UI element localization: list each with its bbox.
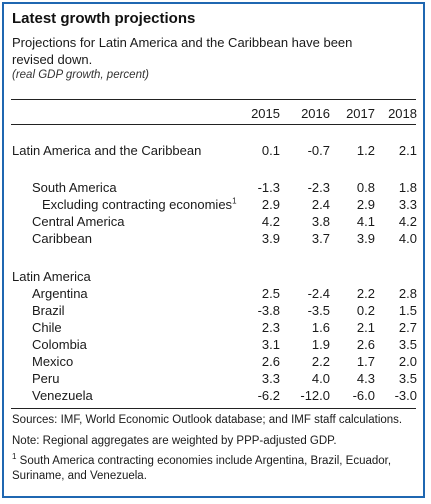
table-row: Brazil -3.8 -3.5 0.2 1.5 — [4, 302, 423, 319]
table-cell: 4.2 — [398, 214, 417, 229]
table-cell: 2.5 — [261, 286, 280, 301]
table-cell: -3.0 — [394, 388, 417, 403]
table-cell: 1.9 — [311, 337, 330, 352]
table-cell: 2.1 — [398, 143, 417, 158]
row-label: Argentina — [32, 286, 88, 301]
table-header-rule — [11, 124, 416, 125]
table-row: Latin America — [4, 268, 423, 285]
table-cell: 3.5 — [398, 337, 417, 352]
table-cell: 1.7 — [356, 354, 375, 369]
table-cell: 2.6 — [261, 354, 280, 369]
row-label: Peru — [32, 371, 60, 386]
table-cell: -0.7 — [307, 143, 330, 158]
footnote-text: South America contracting economies incl… — [12, 455, 392, 482]
table-row: Mexico 2.6 2.2 1.7 2.0 — [4, 353, 423, 370]
table-cell: 0.1 — [261, 143, 280, 158]
row-label: Latin America — [12, 269, 91, 284]
table-row: Excluding contracting economies1 2.9 2.4 2.… — [4, 196, 423, 213]
row-label: Colombia — [32, 337, 87, 352]
table-cell: 4.0 — [311, 371, 330, 386]
table-header-row: 2015 2016 2017 2018 — [4, 105, 423, 122]
table-cell: 2.9 — [261, 197, 280, 212]
table-row: Latin America and the Caribbean 0.1 -0.7 1.… — [4, 142, 423, 159]
table-bottom-rule — [11, 408, 416, 409]
table-cell: 3.8 — [311, 214, 330, 229]
row-label: Central America — [32, 214, 125, 229]
sources-note: Sources: IMF, World Economic Outlook dat… — [12, 414, 403, 426]
table-row: Caribbean 3.9 3.7 3.9 4.0 — [4, 230, 423, 247]
row-label: Chile — [32, 320, 62, 335]
figure-subtitle: Projections for Latin America and the Ca… — [12, 35, 353, 67]
table-top-rule — [11, 99, 416, 100]
table-cell: 4.0 — [398, 231, 417, 246]
table-cell: 2.0 — [398, 354, 417, 369]
column-header: 2015 — [251, 106, 280, 121]
table-cell: 0.8 — [356, 180, 375, 195]
table-cell: 3.7 — [311, 231, 330, 246]
table-cell: -6.2 — [257, 388, 280, 403]
table-cell: -1.3 — [257, 180, 280, 195]
table-cell: -6.0 — [352, 388, 375, 403]
table-cell: 1.6 — [311, 320, 330, 335]
table-cell: 2.4 — [311, 197, 330, 212]
table-cell: 2.8 — [398, 286, 417, 301]
unit-label: (real GDP growth, percent) — [12, 69, 149, 81]
table-cell: 3.9 — [356, 231, 375, 246]
table-cell: 3.5 — [398, 371, 417, 386]
table-cell: 2.2 — [311, 354, 330, 369]
table-cell: 3.3 — [398, 197, 417, 212]
row-footnote-mark: 1 — [232, 196, 237, 206]
table-cell: -12.0 — [300, 388, 330, 403]
table-cell: 2.1 — [356, 320, 375, 335]
table-cell: 3.9 — [261, 231, 280, 246]
table-row: South America -1.3 -2.3 0.8 1.8 — [4, 179, 423, 196]
row-label: Caribbean — [32, 231, 92, 246]
table-cell: 3.3 — [261, 371, 280, 386]
column-header: 2017 — [346, 106, 375, 121]
row-label: Latin America and the Caribbean — [12, 143, 202, 158]
table-cell: 2.2 — [356, 286, 375, 301]
table-cell: 1.8 — [398, 180, 417, 195]
table-row: Chile 2.3 1.6 2.1 2.7 — [4, 319, 423, 336]
table-cell: -3.8 — [257, 303, 280, 318]
row-label: South America — [32, 180, 117, 195]
row-label: Venezuela — [32, 388, 93, 403]
column-header: 2018 — [388, 106, 417, 121]
table-cell: 1.2 — [356, 143, 375, 158]
table-row: Peru 3.3 4.0 4.3 3.5 — [4, 370, 423, 387]
row-label: Excluding contracting economies1 — [42, 196, 237, 212]
figure-title: Latest growth projections — [12, 10, 196, 27]
figure-frame: Latest growth projections Projections fo… — [2, 2, 425, 498]
table-row: Colombia 3.1 1.9 2.6 3.5 — [4, 336, 423, 353]
table-cell: 0.2 — [356, 303, 375, 318]
footnote-mark: 1 — [12, 452, 17, 462]
column-header: 2016 — [301, 106, 330, 121]
table-cell: 2.7 — [398, 320, 417, 335]
table-cell: 2.9 — [356, 197, 375, 212]
table-cell: 4.1 — [356, 214, 375, 229]
table-cell: 4.2 — [261, 214, 280, 229]
table-cell: 2.3 — [261, 320, 280, 335]
table-row: Central America 4.2 3.8 4.1 4.2 — [4, 213, 423, 230]
table-row: Venezuela -6.2 -12.0 -6.0 -3.0 — [4, 387, 423, 404]
table-cell: -3.5 — [307, 303, 330, 318]
weighting-note: Note: Regional aggregates are weighted b… — [12, 435, 337, 447]
row-label: Brazil — [32, 303, 65, 318]
row-label: Mexico — [32, 354, 74, 369]
table-cell: -2.4 — [307, 286, 330, 301]
table-cell: 1.5 — [398, 303, 417, 318]
table-cell: 4.3 — [356, 371, 375, 386]
table-cell: -2.3 — [307, 180, 330, 195]
footnote: 1 South America contracting economies in… — [12, 452, 420, 484]
table-row: Argentina 2.5 -2.4 2.2 2.8 — [4, 285, 423, 302]
table-cell: 3.1 — [261, 337, 280, 352]
table-cell: 2.6 — [356, 337, 375, 352]
